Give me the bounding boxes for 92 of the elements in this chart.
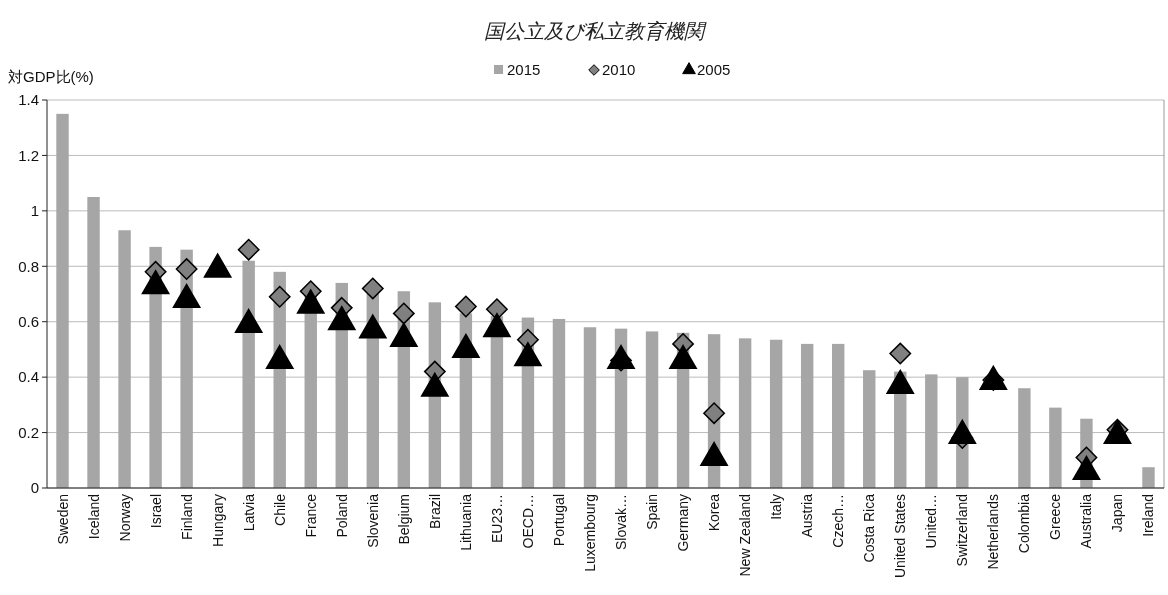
point bbox=[451, 333, 480, 359]
point bbox=[482, 312, 511, 338]
point bbox=[234, 308, 263, 334]
y-tick-label: 0.6 bbox=[18, 312, 39, 330]
point bbox=[203, 253, 232, 278]
legend-label: 2010 bbox=[602, 61, 636, 79]
point bbox=[886, 369, 915, 395]
y-tick-label: 0.2 bbox=[18, 423, 39, 441]
y-tick-label: 1.2 bbox=[18, 146, 39, 164]
bar bbox=[56, 113, 69, 488]
x-tick-label: Greece bbox=[1047, 493, 1064, 540]
y-tick-label: 0.8 bbox=[18, 257, 39, 275]
x-tick-label: Slovenia bbox=[364, 493, 381, 548]
point bbox=[172, 283, 201, 309]
bar bbox=[552, 318, 566, 488]
point bbox=[327, 306, 356, 331]
bar bbox=[1049, 407, 1062, 488]
point bbox=[392, 302, 415, 325]
x-tick-label: Ireland bbox=[1140, 494, 1157, 537]
point bbox=[237, 238, 260, 261]
x-tick-label: United States bbox=[892, 494, 909, 579]
point bbox=[1072, 455, 1101, 480]
bar bbox=[583, 327, 597, 488]
x-tick-label: Chile bbox=[271, 493, 288, 526]
y-axis-title: 対GDP比(%) bbox=[8, 68, 94, 85]
x-tick-label: United… bbox=[923, 494, 940, 549]
x-tick-label: France bbox=[302, 493, 319, 538]
point bbox=[607, 344, 635, 370]
legend-label: 2015 bbox=[507, 61, 541, 79]
bar bbox=[832, 343, 845, 488]
point bbox=[141, 269, 170, 295]
y-tick-label: 0 bbox=[30, 479, 39, 497]
x-tick-label: Germany bbox=[675, 494, 692, 552]
x-tick-label: Latvia bbox=[240, 493, 257, 532]
point bbox=[265, 344, 294, 370]
point bbox=[514, 342, 542, 367]
bar bbox=[925, 374, 938, 488]
point bbox=[703, 402, 726, 425]
point bbox=[889, 342, 912, 365]
y-tick-label: 0.4 bbox=[18, 368, 39, 386]
x-tick-label: EU23… bbox=[488, 494, 505, 544]
bar bbox=[242, 260, 255, 488]
bar bbox=[118, 230, 131, 488]
x-tick-label: Finland bbox=[178, 494, 195, 540]
x-tick-label: Australia bbox=[1078, 493, 1095, 549]
point bbox=[420, 372, 449, 397]
bar bbox=[1018, 388, 1031, 488]
bar bbox=[645, 331, 659, 488]
x-tick-label: Colombia bbox=[1016, 493, 1033, 554]
x-tick-label: Korea bbox=[706, 493, 723, 532]
x-tick-label: Netherlands bbox=[985, 494, 1002, 570]
bar bbox=[863, 370, 876, 488]
point bbox=[669, 344, 697, 370]
x-tick-label: Japan bbox=[1109, 494, 1126, 533]
point bbox=[454, 295, 477, 318]
x-tick-label: Israel bbox=[147, 494, 164, 529]
bar bbox=[738, 338, 752, 488]
x-tick-label: New Zealand bbox=[737, 494, 754, 577]
y-tick-label: 1 bbox=[30, 202, 39, 220]
x-tick-label: Sweden bbox=[54, 494, 71, 545]
point bbox=[358, 314, 387, 339]
x-tick-label: Costa Rica bbox=[861, 493, 878, 563]
x-tick-label: Italy bbox=[768, 494, 785, 520]
point bbox=[175, 258, 198, 281]
x-tick-label: Hungary bbox=[209, 494, 226, 547]
point bbox=[268, 285, 291, 308]
point bbox=[296, 289, 325, 314]
x-tick-label: Iceland bbox=[85, 494, 102, 540]
bar bbox=[800, 343, 814, 488]
x-tick-label: Brazil bbox=[426, 494, 443, 530]
x-tick-label: Norway bbox=[116, 494, 133, 542]
x-tick-label: Austria bbox=[799, 493, 816, 538]
x-tick-label: Switzerland bbox=[954, 494, 971, 567]
x-tick-label: Luxembourg bbox=[581, 494, 598, 572]
point bbox=[361, 277, 384, 300]
point bbox=[389, 322, 418, 347]
y-tick-label: 1.4 bbox=[18, 91, 39, 109]
bar bbox=[769, 339, 783, 488]
x-tick-label: Belgium bbox=[395, 494, 412, 545]
x-tick-label: Spain bbox=[644, 494, 661, 530]
x-tick-label: Lithuania bbox=[457, 493, 474, 551]
x-tick-label: OECD… bbox=[519, 494, 536, 549]
x-tick-label: Poland bbox=[333, 494, 350, 538]
point bbox=[948, 419, 977, 444]
legend-label: 2005 bbox=[697, 61, 731, 79]
bar bbox=[1142, 467, 1155, 488]
bar bbox=[87, 197, 100, 488]
x-tick-label: Slovak… bbox=[613, 494, 630, 551]
point bbox=[700, 441, 729, 467]
chart-title: 国公立及び私立教育機関 bbox=[484, 19, 707, 43]
x-tick-label: Czech… bbox=[830, 494, 847, 548]
x-tick-label: Portugal bbox=[550, 494, 567, 547]
